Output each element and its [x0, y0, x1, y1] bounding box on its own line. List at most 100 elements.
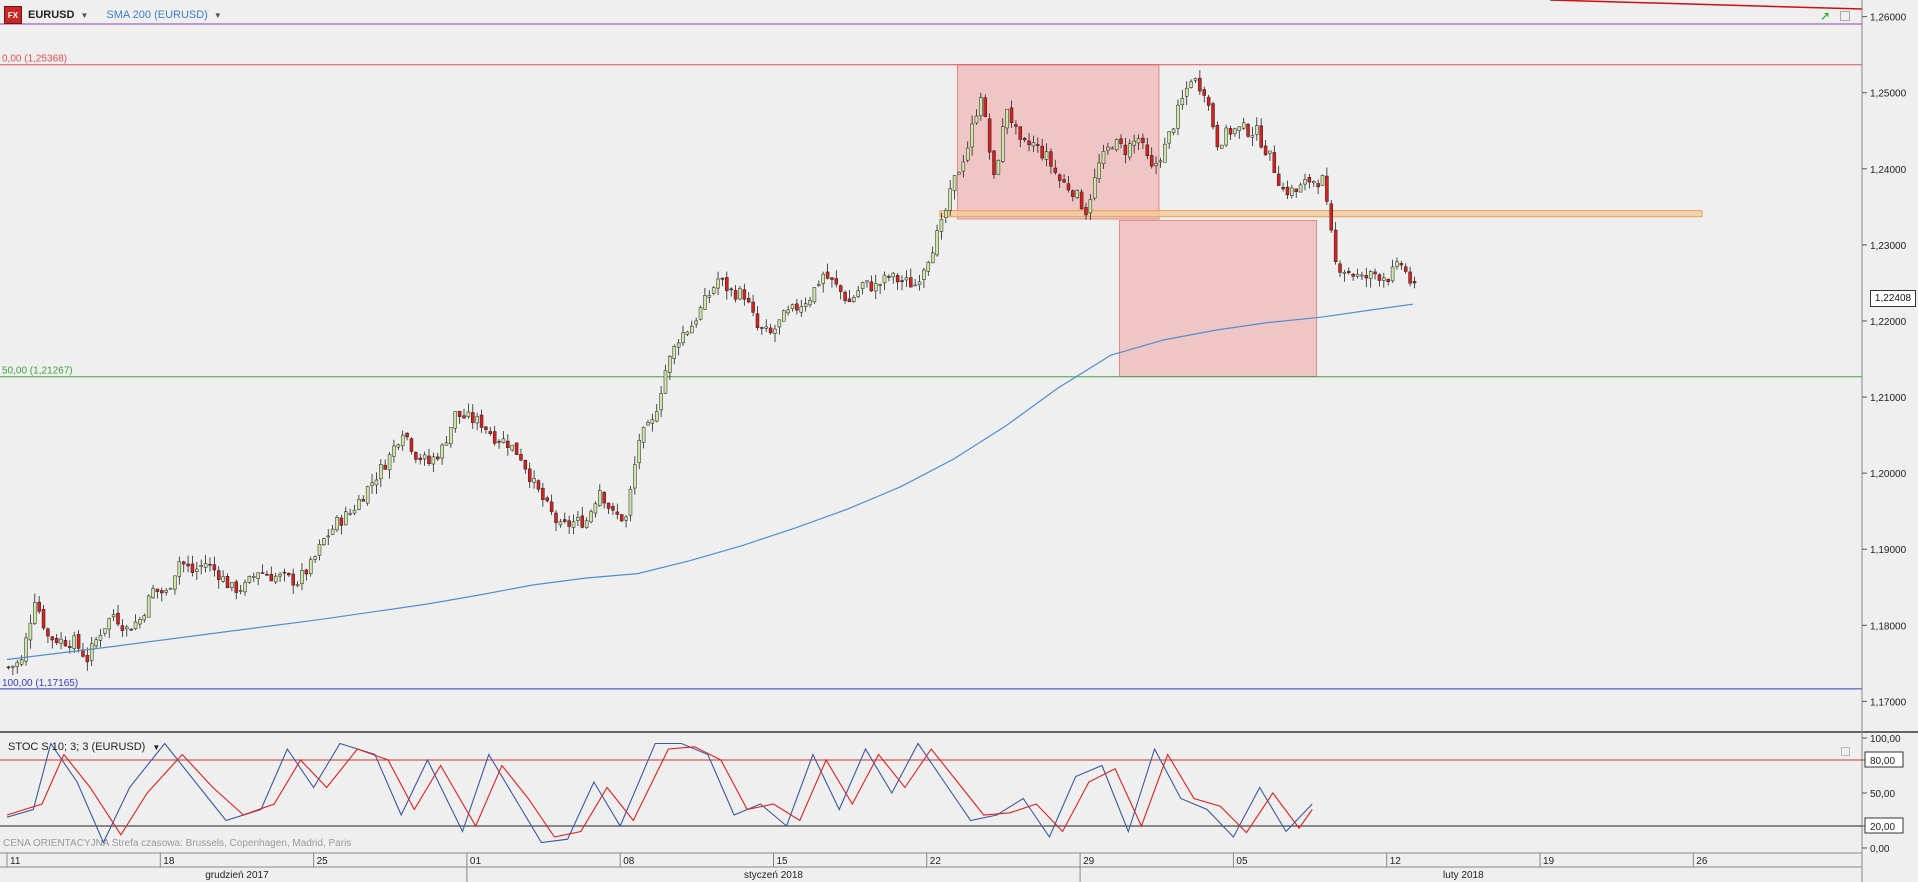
candle-up: [694, 320, 698, 325]
candle-down: [1263, 145, 1268, 156]
month-label: styczeń 2018: [744, 870, 803, 881]
candle-down: [768, 327, 773, 334]
candle-up: [716, 278, 720, 289]
candle-down: [1123, 144, 1128, 156]
candle-down: [795, 303, 799, 311]
candle-up: [913, 284, 917, 287]
price-tick-label: 1,23000: [1870, 241, 1907, 252]
candle-down: [895, 275, 900, 283]
candle-down: [1071, 190, 1075, 197]
candle-up: [352, 509, 357, 514]
time-tick-label: 25: [317, 856, 329, 867]
candle-up: [628, 488, 633, 516]
candle-down: [983, 97, 987, 117]
candle-up: [1189, 81, 1193, 88]
time-tick-label: 11: [10, 856, 21, 867]
candle-down: [1294, 188, 1298, 193]
trend-line: [1549, 0, 1863, 10]
candle-down: [751, 301, 755, 313]
candle-up: [400, 434, 405, 447]
candle-up: [1395, 261, 1399, 267]
candle-up: [107, 618, 111, 630]
candle-down: [116, 612, 120, 625]
candle-down: [6, 666, 11, 669]
stochastic-label[interactable]: STOC S 10; 3; 3 (EURUSD) ▼: [8, 741, 160, 753]
candle-down: [418, 457, 422, 460]
candle-down: [282, 571, 287, 574]
candle-up: [28, 622, 33, 641]
candle-down: [514, 442, 519, 455]
candle-up: [996, 160, 1001, 175]
month-label: luty 2018: [1443, 870, 1484, 881]
candle-up: [164, 590, 168, 593]
candle-up: [882, 274, 887, 284]
candle-up: [19, 659, 24, 665]
candle-up: [278, 573, 282, 577]
candle-up: [935, 230, 939, 256]
candle-up: [365, 486, 370, 504]
candle-down: [1338, 263, 1342, 273]
window-box-icon[interactable]: [1840, 11, 1850, 21]
candle-up: [979, 97, 983, 116]
time-tick-label: 01: [470, 856, 482, 867]
timezone-note: CENA ORIENTACYJNA Strefa czasowa: Brusse…: [3, 838, 352, 849]
candle-up: [790, 304, 795, 309]
candle-up: [878, 284, 882, 286]
price-tick-label: 1,22000: [1870, 317, 1907, 328]
price-tick-label: 1,18000: [1870, 621, 1907, 632]
candle-up: [1158, 160, 1163, 163]
candle-down: [1198, 77, 1202, 92]
candle-up: [1031, 142, 1036, 147]
candle-up: [396, 444, 401, 448]
candle-down: [746, 297, 751, 303]
candle-down: [190, 563, 195, 573]
candle-down: [1053, 167, 1058, 173]
candle-down: [339, 517, 344, 526]
candle-up: [273, 575, 278, 583]
support-band: [939, 210, 1703, 218]
chevron-down-icon[interactable]: ▼: [213, 10, 222, 20]
candle-up: [374, 479, 379, 486]
candle-up: [672, 346, 677, 359]
candle-down: [847, 298, 852, 303]
candle-up: [904, 277, 909, 281]
symbol-name[interactable]: EURUSD: [28, 9, 75, 21]
price-tick-label: 1,17000: [1870, 697, 1907, 708]
candle-up: [300, 570, 304, 584]
candle-down: [987, 118, 992, 153]
candle-up: [317, 543, 322, 556]
time-tick-label: 15: [777, 856, 789, 867]
chart-corner-icons: ↗: [1820, 9, 1850, 23]
candle-up: [852, 297, 856, 302]
candle-down: [1408, 271, 1412, 284]
candle-up: [786, 309, 790, 314]
forex-logo-icon: FX: [4, 6, 22, 24]
candle-up: [821, 273, 825, 284]
candle-up: [856, 290, 860, 297]
candle-down: [457, 410, 462, 417]
chevron-down-icon[interactable]: ▼: [152, 743, 161, 752]
candle-down: [484, 426, 488, 430]
sma-indicator-label[interactable]: SMA 200 (EURUSD): [106, 9, 208, 21]
candle-up: [313, 556, 317, 560]
chevron-down-icon[interactable]: ▼: [80, 10, 89, 20]
symbol-bar[interactable]: FX EURUSD ▼ SMA 200 (EURUSD) ▼: [0, 4, 222, 26]
candles-group: [6, 70, 1417, 676]
candle-down: [619, 514, 624, 522]
candle-up: [1320, 175, 1325, 186]
panel-box-icon[interactable]: [1841, 747, 1850, 756]
candle-down: [1386, 279, 1390, 283]
candle-up: [357, 499, 361, 510]
candle-down: [611, 506, 615, 511]
candle-down: [414, 452, 418, 460]
trend-arrow-icon[interactable]: ↗: [1819, 9, 1830, 23]
candle-up: [1097, 162, 1101, 179]
candle-down: [63, 640, 68, 647]
candle-down: [834, 278, 839, 285]
candle-down: [1285, 186, 1290, 196]
candle-down: [992, 150, 996, 175]
candle-up: [589, 511, 593, 523]
candle-up: [532, 478, 536, 483]
